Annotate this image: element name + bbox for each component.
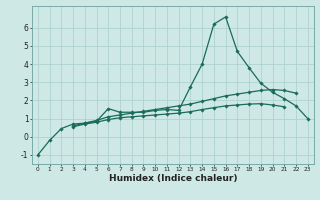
X-axis label: Humidex (Indice chaleur): Humidex (Indice chaleur) xyxy=(108,174,237,183)
